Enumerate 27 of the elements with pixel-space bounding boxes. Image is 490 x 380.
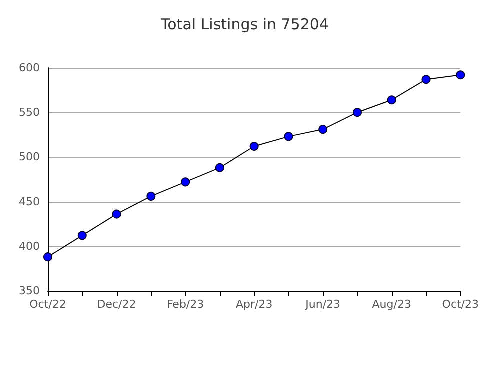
y-tick-label: 550 [19,106,40,120]
point [181,178,190,187]
x-tick-label: Aug/23 [372,298,412,311]
point [352,108,362,118]
point [387,96,396,105]
y-tick-label: 500 [19,150,40,164]
chart-title: Total Listings in 75204 [160,16,329,34]
x-tick-label: Apr/23 [236,298,273,311]
x-tick-label: Oct/23 [442,298,480,311]
x-tick-label: Dec/22 [97,298,136,311]
point [250,142,259,151]
point [78,231,87,240]
y-tick-label: 450 [19,195,40,208]
y-tick-label: 600 [19,62,40,74]
x-tick-label: Oct/22 [30,298,66,311]
point [456,70,466,80]
point [422,75,431,84]
x-tick-label: Feb/23 [166,298,204,311]
point [146,192,156,201]
point [44,252,52,262]
point [215,163,224,172]
point [112,210,122,219]
y-tick-label: 350 [19,284,40,298]
point [318,125,328,134]
point [284,132,294,142]
y-tick-label: 400 [19,240,40,253]
x-tick-label: Jun/23 [304,298,341,311]
